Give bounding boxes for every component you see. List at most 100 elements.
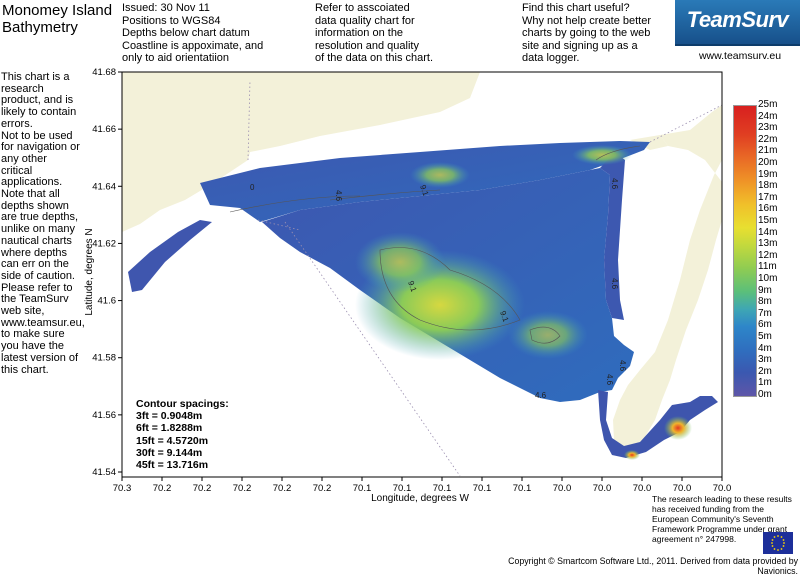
depth-scale-label: 1m [758,377,772,389]
contour-spacings: Contour spacings: 3ft = 0.9048m 6ft = 1.… [136,398,256,471]
y-tick-label: 41.66 [92,124,116,135]
x-tick-label: 70.2 [193,483,212,494]
depth-scale-label: 8m [758,296,772,308]
disclaimer-text: This chart is a research product, and is… [1,71,77,130]
copyright-notice: Copyright © Smartcom Software Ltd., 2011… [508,556,798,576]
x-tick-label: 70.2 [153,483,172,494]
disclaimer-text: Not to be used for navigation or any oth… [1,129,80,189]
y-tick-label: 41.6 [98,296,117,307]
land-mainland [122,72,480,232]
x-tick-label: 70.3 [113,483,132,494]
shoal-west [355,232,445,292]
x-tick-label: 70.1 [513,483,532,494]
contour-spacing: 3ft = 0.9048m [136,410,203,423]
website-link[interactable]: www.teamsurv.eu [698,50,782,62]
contour-label: 4.6 [535,391,547,400]
depth-scale-label: 13m [758,238,778,250]
depth-scale-label: 20m [758,157,778,168]
depth-scale-label: 4m [758,342,772,354]
depth-scale-label: 6m [758,319,772,331]
depth-scale-label: 22m [758,133,778,145]
depth-scale-label: 2m [758,365,772,377]
quality-notes: Refer to asscoiated data quality chart f… [315,2,434,64]
x-tick-label: 70.1 [433,483,452,494]
depth-scale-label: 23m [758,122,778,134]
y-tick-label: 41.62 [92,238,116,249]
disclaimer-text: Note that all depths shown are true dept… [1,188,79,282]
depth-scale-label: 0m [758,389,772,400]
x-tick-label: 70.2 [233,483,252,494]
depth-scale-label: 7m [758,307,772,319]
shoal-southeast [664,416,692,440]
signup-notes: Find this chart useful? Why not help cre… [522,2,652,64]
contour-label: 4.6 [610,178,619,190]
eu-flag-icon [763,532,793,554]
contour-spacing: 6ft = 1.8288m [136,422,203,435]
shoal-northeast [572,145,632,165]
chart-title: Monomey Island Bathymetry [2,2,113,36]
contour-label: 0 [250,183,255,192]
dotted-tracks [247,79,723,477]
map-axes: 70.3 70.2 70.2 70.2 70.2 70.2 70.1 70.1 70.1 70.1… [92,67,731,494]
x-tick-label: 70.1 [473,483,492,494]
teamsurv-logo[interactable]: TeamSurv [675,0,800,46]
issue-notes: Issued: 30 Nov 11 Positions to WGS84 Dep… [122,2,264,64]
depth-scale-label: 14m [758,226,778,238]
contour-label: 4.6 [618,360,627,372]
y-tick-label: 41.58 [92,353,116,364]
x-tick-label: 70.2 [273,483,292,494]
contour-title: Contour spacings: [136,398,229,410]
contour-lines [229,145,641,344]
survey-channel-east [600,152,625,320]
depth-scale-label: 15m [758,215,778,226]
x-tick-label: 70.1 [353,483,372,494]
contour-spacing: 30ft = 9.144m [136,446,203,459]
survey-channel-west [128,220,212,292]
depth-scale-label: 19m [758,168,778,180]
x-tick-label: 70.0 [633,483,652,494]
y-tick-label: 41.54 [92,467,116,478]
contour-label: 4.6 [334,190,343,202]
shoal-north [410,162,470,188]
depth-scale-label: 9m [758,284,772,296]
x-tick-label: 70.0 [553,483,572,494]
contour-label: 9.1 [498,310,510,324]
plot-frame [121,71,723,478]
x-tick-label: 70.0 [593,483,612,494]
depth-scale-label: 12m [758,249,778,261]
y-axis-label: Latitude, degrees N [84,228,95,315]
y-tick-label: 41.64 [92,181,116,192]
shoal-east [508,311,588,359]
contour-spacing: 15ft = 4.5720m [136,434,209,447]
logo-text: TeamSurv [686,7,789,32]
x-tick-label: 70.1 [393,483,412,494]
y-tick-label: 41.56 [92,410,116,421]
depth-color-scale [733,105,757,397]
contour-label: 9.1 [418,184,430,198]
x-axis-label: Longitude, degrees W [371,493,469,504]
contour-label: 4.6 [605,374,614,386]
depth-scale-label: 21m [758,145,778,157]
survey-channel-south [598,390,718,458]
depth-scale-label: 25m [758,99,778,110]
x-tick-label: 70.0 [713,483,732,494]
land-island [613,105,722,450]
depth-scale-label: 3m [758,354,772,366]
depth-scale-label: 5m [758,331,772,342]
depth-scale-label: 17m [758,191,778,203]
x-tick-label: 70.2 [313,483,332,494]
contour-spacing: 45ft = 13.716m [136,459,209,472]
depth-scale-label: 11m [758,261,777,273]
funding-notice: The research leading to these results ha… [652,494,792,544]
contour-label: 9.1 [406,280,418,294]
depth-scale-label: 16m [758,203,778,215]
shoal-south [624,450,640,460]
depth-scale-label: 18m [758,180,778,192]
depth-scale-label: 24m [758,110,778,122]
y-tick-label: 41.68 [92,67,116,78]
disclaimer-text: Please refer to the TeamSurv web site, w… [1,281,85,376]
depth-scale-label: 10m [758,273,778,284]
contour-label: 4.6 [610,278,619,290]
depth-scale-labels: 25m 24m 23m 22m 21m 20m 19m 18m 17m 16m 15m 14m 13m 1… [758,100,800,400]
